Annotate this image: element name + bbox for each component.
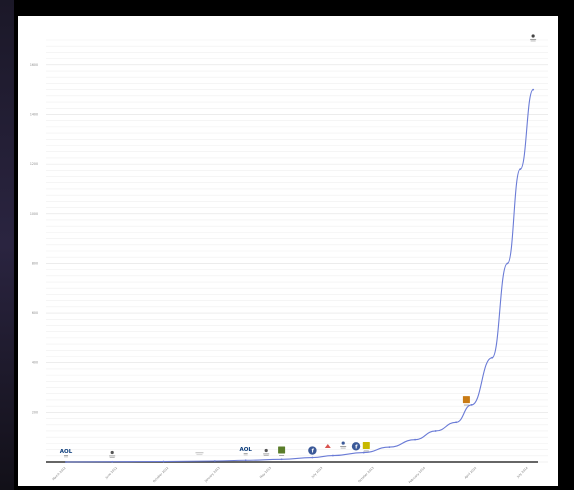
annotation-caption — [263, 453, 270, 455]
x-tick-label: January 2013 — [203, 466, 221, 484]
x-tick-label: October 2013 — [357, 466, 374, 483]
annotation-logo: AOL — [239, 447, 252, 453]
data-point — [362, 451, 365, 454]
window-frame-edge — [0, 0, 14, 490]
annotation-caption — [263, 455, 269, 456]
annotation-caption — [243, 453, 248, 454]
y-tick-label: 1600 — [30, 63, 38, 67]
data-point — [244, 459, 247, 462]
data-point — [111, 460, 114, 463]
annotation-caption — [340, 447, 346, 449]
facebook-icon — [308, 446, 317, 455]
y-tick-label: 1000 — [30, 212, 38, 216]
annotation-caption — [279, 455, 285, 456]
annotation-caption — [109, 455, 116, 457]
data-point — [280, 458, 283, 461]
annotation-caption — [109, 457, 115, 458]
data-point — [65, 461, 67, 463]
facebook-icon — [351, 442, 361, 451]
annotation-logo — [195, 452, 204, 454]
small-logo-icon — [110, 450, 114, 455]
annotation-logo: AOL — [60, 449, 73, 455]
y-tick-label: 1400 — [30, 112, 38, 116]
square-logo-icon — [462, 396, 470, 404]
annotation-caption — [530, 38, 537, 40]
annotation-caption — [196, 454, 203, 456]
annotation-caption — [64, 455, 68, 456]
data-point — [491, 356, 493, 359]
x-tick-label: February 2014 — [408, 466, 426, 484]
data-point — [332, 454, 334, 457]
small-logo-icon — [264, 448, 268, 453]
data-point — [388, 446, 391, 449]
data-point — [311, 456, 314, 459]
y-tick-label: 200 — [32, 410, 38, 414]
data-point — [470, 404, 473, 406]
y-tick-label: 1200 — [30, 162, 38, 166]
annotation-caption — [530, 40, 536, 42]
red-logo-icon — [324, 444, 331, 449]
data-point — [532, 88, 535, 91]
data-point — [506, 262, 509, 265]
x-tick-label: June 2012 — [104, 466, 118, 480]
y-tick-label: 400 — [32, 361, 38, 365]
x-tick-label: October 2012 — [152, 466, 169, 483]
x-tick-label: March 2012 — [51, 466, 66, 481]
data-point — [519, 168, 522, 170]
annotation-logo: f — [311, 449, 314, 455]
data-point — [162, 460, 165, 463]
annotation-logo: f — [355, 445, 358, 451]
data-point — [434, 430, 437, 432]
y-tick-label: 600 — [32, 311, 38, 315]
annotation-caption — [64, 456, 68, 458]
data-point — [414, 438, 416, 441]
small-logo-icon — [531, 34, 535, 38]
annotation-caption — [340, 446, 347, 447]
x-tick-label: July 2014 — [515, 466, 528, 479]
annotation-caption — [363, 450, 369, 452]
x-tick-label: July 2013 — [310, 466, 323, 479]
data-point — [213, 460, 216, 462]
y-tick-label: 800 — [32, 261, 38, 265]
small-logo-icon — [341, 441, 345, 445]
data-point — [455, 421, 458, 424]
x-tick-label: May 2013 — [259, 466, 272, 479]
square-logo-icon — [278, 446, 286, 454]
annotation-caption — [243, 454, 248, 456]
x-tick-label: April 2014 — [464, 466, 478, 480]
square-logo-icon — [362, 442, 370, 450]
annotation-caption — [463, 404, 469, 406]
